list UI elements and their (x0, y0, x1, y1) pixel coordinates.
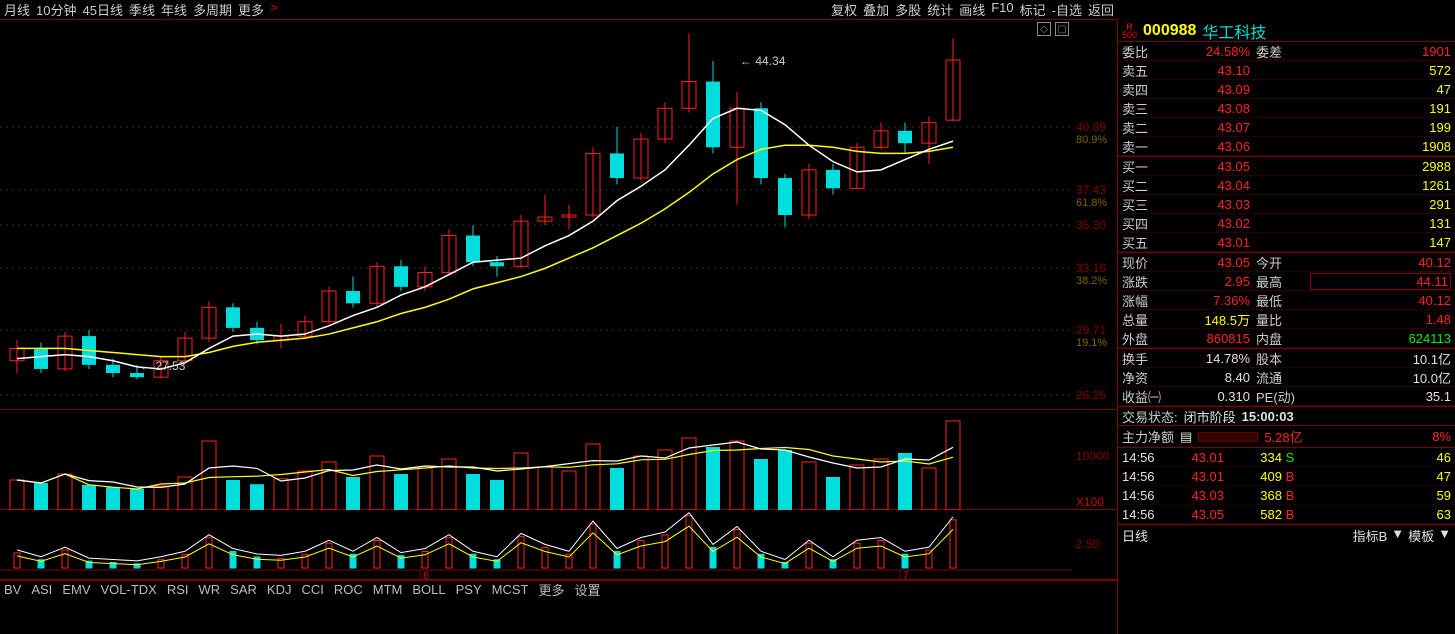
indicator-MTM[interactable]: MTM (373, 582, 403, 597)
tool-统计[interactable]: 统计 (927, 0, 953, 19)
quote-row: 外盘860815内盘624113 (1118, 329, 1455, 348)
footer-item[interactable]: 指标B (1353, 526, 1388, 545)
footer-item[interactable]: ▼ (1391, 526, 1404, 545)
svg-text:61.8%: 61.8% (1076, 197, 1107, 209)
svg-text:2.50: 2.50 (1076, 537, 1100, 551)
svg-text:← 44.34: ← 44.34 (740, 54, 786, 68)
indicator-更多[interactable]: 更多 (538, 580, 564, 599)
period-toolbar: 月线 10分钟 45日线季线年线多周期更多 > 复权叠加多股统计画线 F10 标记 -自选返… (0, 0, 1118, 20)
tool-叠加[interactable]: 叠加 (863, 0, 889, 19)
order-row: 卖三43.08191 (1118, 99, 1455, 118)
stock-name[interactable]: 华工科技 (1202, 19, 1266, 43)
order-row: 卖一43.061908 (1118, 137, 1455, 156)
period-月线[interactable]: 月线 (4, 0, 30, 19)
tool-多股[interactable]: 多股 (895, 0, 921, 19)
quote-panel: R500 000988 华工科技 委比 24.58% 委差 1901 卖五43.… (1118, 20, 1455, 634)
order-ratio-row: 委比 24.58% 委差 1901 (1118, 42, 1455, 61)
period-45日线[interactable]: 45日线 (82, 0, 122, 19)
order-row: 买五43.01147 (1118, 233, 1455, 252)
svg-text:80.9%: 80.9% (1076, 134, 1107, 146)
svg-text:29.71: 29.71 (1076, 323, 1106, 337)
tick-row: 14:5643.03368B59 (1118, 486, 1455, 505)
indicator-BV[interactable]: BV (4, 582, 21, 597)
stock-header: R500 000988 华工科技 (1118, 20, 1455, 42)
footer-row: 日线 指标B▼模板▼ (1118, 524, 1455, 546)
quote-row: 收益㈠0.310PE(动)35.1 (1118, 387, 1455, 406)
indicator-KDJ[interactable]: KDJ (267, 582, 292, 597)
svg-text:7: 7 (903, 570, 909, 580)
order-row: 买二43.041261 (1118, 176, 1455, 195)
tick-row: 14:5643.05582B63 (1118, 505, 1455, 524)
trade-status-row: 交易状态: 闭市阶段 15:00:03 (1118, 406, 1455, 426)
indicator-WR[interactable]: WR (199, 582, 221, 597)
quote-row: 现价43.05今开40.12 (1118, 253, 1455, 272)
order-row: 卖四43.0947 (1118, 80, 1455, 99)
footer-item[interactable]: ▼ (1438, 526, 1451, 545)
tool-F10[interactable]: F10 (991, 0, 1013, 19)
footer-item[interactable]: 模板 (1408, 526, 1434, 545)
indicator-CCI[interactable]: CCI (301, 582, 323, 597)
order-row: 买四43.02131 (1118, 214, 1455, 233)
indicator-EMV[interactable]: EMV (62, 582, 90, 597)
period-10分钟[interactable]: 10分钟 (36, 0, 76, 19)
indicator-ROC[interactable]: ROC (334, 582, 363, 597)
period-多周期[interactable]: 多周期 (193, 0, 232, 19)
quote-row: 涨跌2.95最高44.11 (1118, 272, 1455, 291)
svg-text:35.30: 35.30 (1076, 218, 1106, 232)
period-年线[interactable]: 年线 (161, 0, 187, 19)
square-icon[interactable]: ▢ (1055, 22, 1069, 36)
tool-画线[interactable]: 画线 (959, 0, 985, 19)
quote-row: 总量148.5万量比1.48 (1118, 310, 1455, 329)
svg-text:X100: X100 (1076, 495, 1104, 509)
timeframe-label[interactable]: 日线 (1122, 526, 1148, 545)
indicator-设置[interactable]: 设置 (574, 580, 600, 599)
indicator-BOLL[interactable]: BOLL (412, 582, 445, 597)
svg-text:6: 6 (423, 570, 429, 580)
indicator-row: BV ASI EMV VOL-TDX RSI WR SAR KDJ CCI ROC MTM BOLL P… (0, 580, 1117, 598)
indicator-VOL-TDX[interactable]: VOL-TDX (100, 582, 156, 597)
oscillator-chart[interactable]: 2.50 6 7 (0, 510, 1117, 580)
diamond-icon[interactable]: ◇ (1037, 22, 1051, 36)
quote-row: 换手14.78%股本10.1亿 (1118, 349, 1455, 368)
order-row: 卖二43.07199 (1118, 118, 1455, 137)
tick-row: 14:5643.01409B47 (1118, 467, 1455, 486)
indicator-PSY[interactable]: PSY (456, 582, 482, 597)
period-更多[interactable]: 更多 (238, 0, 264, 19)
svg-text:← 27.53: ← 27.53 (140, 359, 186, 373)
svg-text:40.89: 40.89 (1076, 120, 1106, 134)
r500-badge: R500 (1122, 23, 1137, 39)
indicator-MCST[interactable]: MCST (492, 582, 529, 597)
quote-row: 涨幅7.36%最低40.12 (1118, 291, 1455, 310)
tool--自选[interactable]: -自选 (1052, 0, 1082, 19)
svg-text:33.16: 33.16 (1076, 261, 1106, 275)
svg-text:19.1%: 19.1% (1076, 337, 1107, 349)
tick-row: 14:5643.01334S46 (1118, 448, 1455, 467)
more-arrow-icon[interactable]: > (270, 0, 278, 19)
tool-标记[interactable]: 标记 (1020, 0, 1046, 19)
candlestick-chart[interactable]: ◇ ▢ 40.8980.9% 37.4361.8% 35.30 33.1638.2% 2… (0, 20, 1117, 410)
svg-text:38.2%: 38.2% (1076, 275, 1107, 287)
indicator-ASI[interactable]: ASI (31, 582, 52, 597)
svg-text:37.43: 37.43 (1076, 183, 1106, 197)
stock-code[interactable]: 000988 (1143, 22, 1196, 40)
indicator-SAR[interactable]: SAR (230, 582, 257, 597)
svg-text:10000: 10000 (1076, 449, 1110, 463)
period-季线[interactable]: 季线 (129, 0, 155, 19)
tool-复权[interactable]: 复权 (831, 0, 857, 19)
indicator-RSI[interactable]: RSI (167, 582, 189, 597)
order-row: 买三43.03291 (1118, 195, 1455, 214)
main-netflow-row: 主力净额 ▤ 5.28亿 8% (1118, 426, 1455, 448)
svg-text:26.25: 26.25 (1076, 388, 1106, 402)
volume-chart[interactable]: 10000 X100 (0, 410, 1117, 510)
quote-row: 净资8.40流通10.0亿 (1118, 368, 1455, 387)
netflow-bar (1198, 432, 1258, 442)
chart-column: ◇ ▢ 40.8980.9% 37.4361.8% 35.30 33.1638.2% 2… (0, 20, 1118, 634)
tool-返回[interactable]: 返回 (1088, 0, 1114, 19)
order-row: 买一43.052988 (1118, 157, 1455, 176)
order-row: 卖五43.10572 (1118, 61, 1455, 80)
